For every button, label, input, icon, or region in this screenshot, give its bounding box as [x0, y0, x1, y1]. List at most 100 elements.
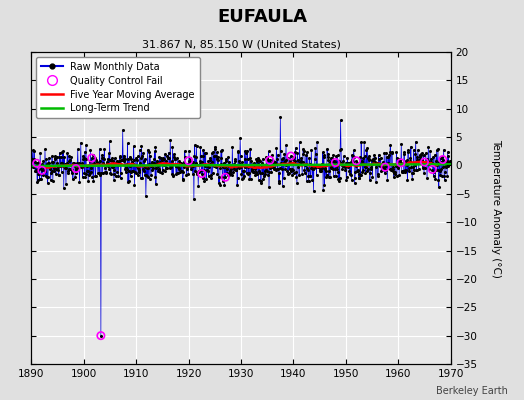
- Point: [257, 180, 265, 186]
- Point: [416, 152, 424, 158]
- Point: [330, 173, 338, 180]
- Point: [303, 165, 312, 171]
- Y-axis label: Temperature Anomaly (°C): Temperature Anomaly (°C): [492, 138, 501, 278]
- Point: [352, 162, 360, 169]
- Point: [391, 162, 400, 169]
- Point: [140, 158, 148, 165]
- Point: [222, 156, 230, 162]
- Point: [120, 154, 128, 161]
- Point: [115, 160, 123, 166]
- Point: [179, 169, 188, 175]
- Point: [230, 164, 238, 171]
- Point: [320, 154, 328, 160]
- Point: [362, 164, 370, 170]
- Point: [360, 139, 368, 146]
- Point: [201, 149, 209, 156]
- Point: [268, 164, 276, 171]
- Point: [296, 160, 304, 167]
- Point: [356, 172, 365, 178]
- Point: [114, 173, 123, 180]
- Point: [36, 150, 45, 156]
- Point: [398, 169, 406, 176]
- Point: [272, 144, 281, 151]
- Point: [301, 170, 309, 177]
- Point: [443, 158, 451, 164]
- Point: [215, 174, 223, 180]
- Point: [294, 160, 303, 166]
- Point: [119, 152, 128, 159]
- Point: [397, 140, 406, 147]
- Point: [112, 173, 120, 179]
- Point: [417, 156, 425, 163]
- Point: [49, 178, 57, 184]
- Point: [234, 149, 242, 156]
- Point: [156, 159, 164, 166]
- Point: [339, 158, 347, 164]
- Point: [334, 176, 343, 182]
- Point: [397, 160, 405, 166]
- Point: [245, 170, 253, 177]
- Point: [313, 139, 321, 145]
- Point: [225, 172, 233, 178]
- Point: [211, 144, 219, 150]
- Point: [171, 156, 179, 162]
- Point: [89, 178, 97, 184]
- Point: [226, 170, 234, 176]
- Point: [305, 155, 313, 161]
- Point: [42, 156, 50, 162]
- Point: [419, 165, 427, 171]
- Point: [333, 163, 341, 169]
- Point: [228, 144, 236, 150]
- Point: [186, 158, 194, 164]
- Point: [231, 165, 239, 172]
- Point: [327, 164, 335, 170]
- Point: [93, 160, 102, 166]
- Point: [111, 160, 119, 167]
- Point: [220, 160, 228, 166]
- Point: [152, 165, 160, 171]
- Point: [315, 168, 324, 174]
- Point: [221, 164, 229, 170]
- Point: [77, 139, 85, 146]
- Point: [377, 155, 385, 161]
- Point: [246, 176, 255, 182]
- Point: [214, 156, 222, 163]
- Point: [146, 176, 154, 182]
- Point: [396, 158, 404, 164]
- Point: [183, 166, 192, 172]
- Point: [129, 143, 138, 149]
- Point: [363, 168, 371, 174]
- Point: [307, 164, 315, 171]
- Point: [192, 142, 201, 149]
- Point: [268, 152, 277, 158]
- Point: [104, 163, 113, 170]
- Point: [249, 169, 257, 175]
- Point: [118, 156, 126, 163]
- Point: [274, 151, 282, 158]
- Point: [331, 166, 339, 172]
- Point: [428, 160, 436, 166]
- Point: [394, 163, 402, 169]
- Point: [189, 170, 197, 177]
- Point: [342, 177, 351, 184]
- Point: [333, 166, 341, 172]
- Point: [372, 159, 380, 166]
- Point: [393, 154, 401, 161]
- Point: [98, 152, 106, 158]
- Point: [80, 170, 89, 176]
- Point: [158, 157, 166, 164]
- Point: [416, 154, 424, 160]
- Point: [110, 171, 118, 177]
- Point: [280, 175, 288, 181]
- Point: [433, 167, 442, 174]
- Point: [251, 166, 259, 172]
- Point: [232, 167, 240, 174]
- Point: [233, 164, 241, 170]
- Point: [183, 164, 191, 170]
- Point: [83, 162, 92, 169]
- Point: [359, 155, 367, 161]
- Point: [159, 167, 167, 173]
- Point: [427, 162, 435, 168]
- Point: [341, 166, 349, 173]
- Point: [291, 145, 300, 151]
